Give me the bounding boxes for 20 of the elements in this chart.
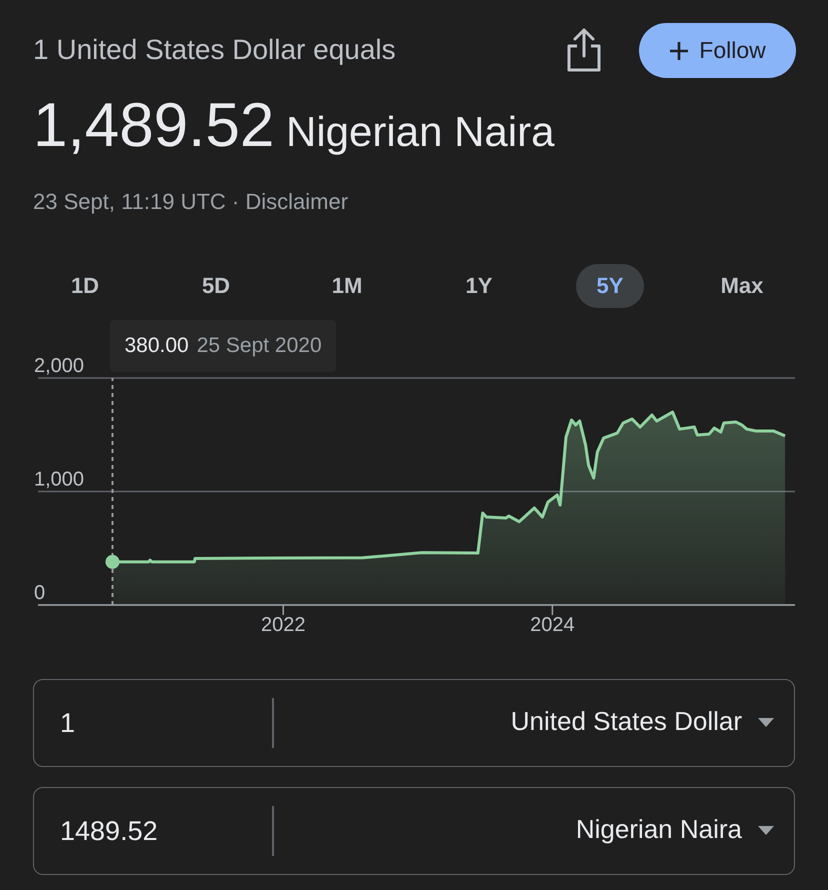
y-tick-label: 1,000 <box>34 468 84 490</box>
text: 1 <box>60 708 76 739</box>
x-tick-label: 2024 <box>530 614 575 636</box>
text: Max <box>720 272 764 300</box>
y-tick-label: 0 <box>34 582 46 604</box>
text: 1489.52 <box>60 816 158 847</box>
chart-subtitle: 1,489.52 Nigerian Naira <box>33 91 554 160</box>
x-tick-label: 2022 <box>260 614 306 636</box>
text: Nigerian Naira <box>576 814 742 845</box>
text: Follow <box>699 37 766 64</box>
text: 1M <box>330 272 364 300</box>
text: United States Dollar <box>510 706 742 737</box>
text: 5Y <box>576 264 644 308</box>
text: 1Y <box>464 272 494 300</box>
chart-title: 1 United States Dollar equals <box>33 34 396 66</box>
text: 5D <box>200 272 232 300</box>
y-tick-label: 2,000 <box>34 355 84 377</box>
text: 23 Sept, 11:19 UTC · Disclaimer <box>33 189 348 215</box>
text: 380.00 25 Sept 2020 <box>124 334 322 358</box>
text: 1D <box>70 272 100 300</box>
